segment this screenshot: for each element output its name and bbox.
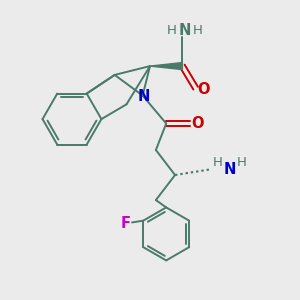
Polygon shape	[150, 62, 182, 70]
Text: N: N	[223, 162, 236, 177]
Text: N: N	[178, 23, 191, 38]
Text: O: O	[191, 116, 204, 131]
Text: H: H	[193, 24, 202, 37]
Text: N: N	[138, 89, 150, 104]
Text: F: F	[121, 216, 130, 231]
Text: H: H	[236, 156, 246, 169]
Text: H: H	[166, 24, 176, 37]
Text: H: H	[213, 156, 223, 169]
Text: O: O	[197, 82, 210, 97]
